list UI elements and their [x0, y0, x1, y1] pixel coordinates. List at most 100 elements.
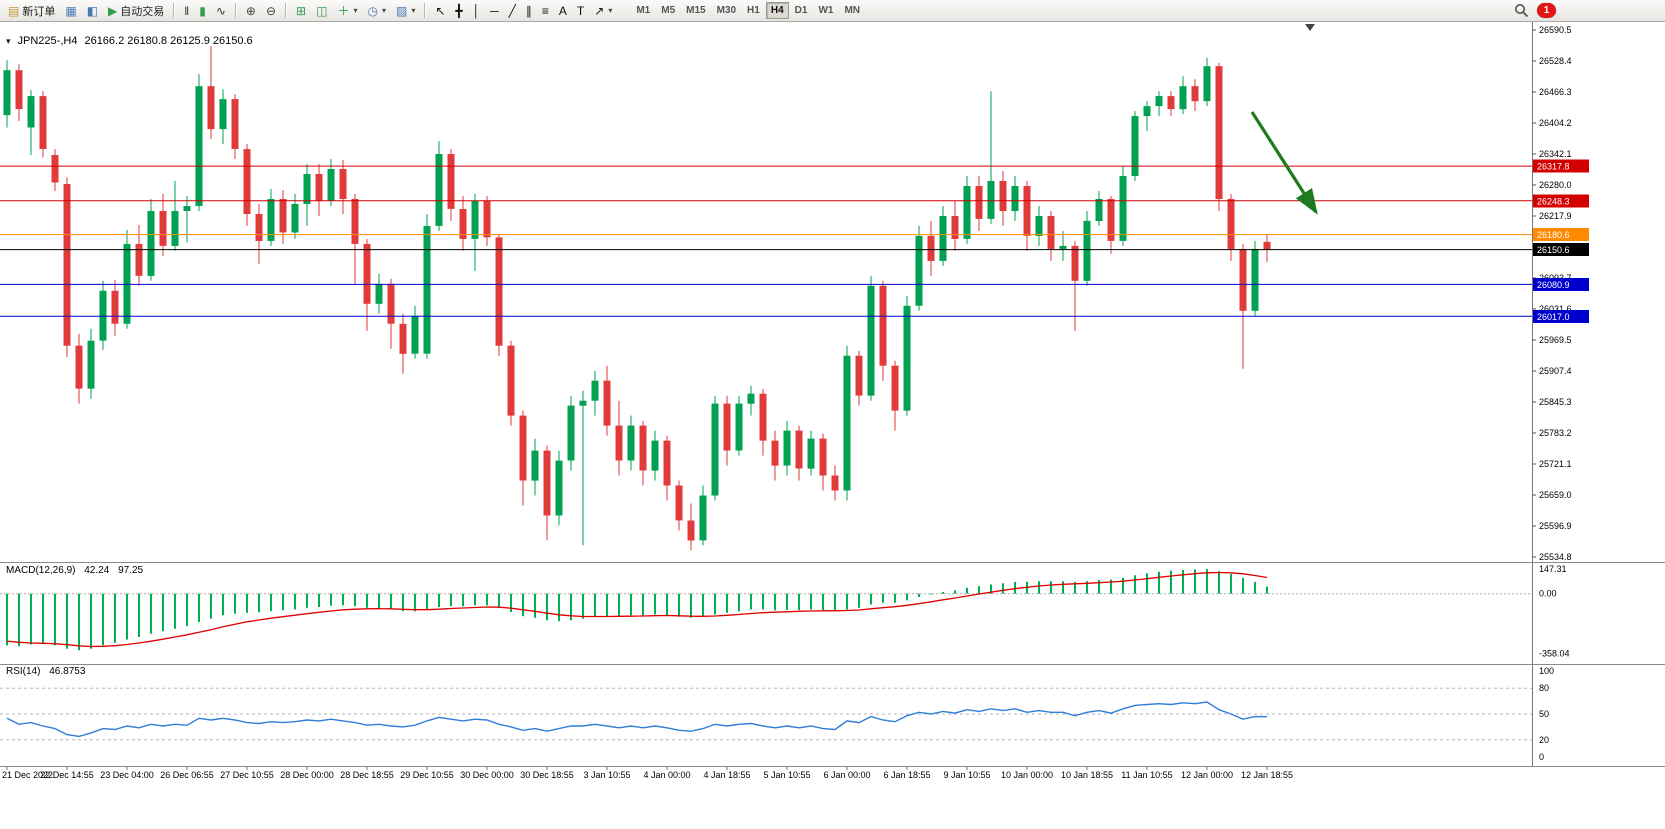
toolbar-right: 1 [1514, 3, 1556, 18]
cursor-button[interactable]: ↖ [430, 1, 450, 20]
timeframe-m30-button[interactable]: M30 [712, 2, 741, 19]
chart-canvas[interactable]: 26590.5 26528.4 26466.3 26404.2 26342.1 26280… [0, 22, 1665, 829]
svg-text:9 Jan 10:55: 9 Jan 10:55 [943, 770, 990, 780]
toolbar-separator [234, 3, 237, 18]
line-chart-button[interactable]: ∿ [211, 1, 231, 20]
autotrading-button-label: 自动交易 [120, 5, 165, 18]
svg-text:26404.2: 26404.2 [1539, 118, 1572, 128]
candlestick-chart-button[interactable]: ▮ [194, 1, 211, 20]
vertical-line-button[interactable]: │ [468, 1, 486, 20]
crosshair-icon: ╋ [455, 3, 463, 18]
new-order-button-label: 新订单 [22, 5, 56, 18]
zoom-in-button[interactable]: ⊕ [241, 1, 261, 20]
svg-text:26590.5: 26590.5 [1539, 25, 1572, 35]
svg-text:27 Dec 10:55: 27 Dec 10:55 [220, 770, 274, 780]
svg-text:29 Dec 10:55: 29 Dec 10:55 [400, 770, 454, 780]
rsi-panel: 100 80 50 20 0 [0, 666, 1554, 762]
market-watch-button[interactable]: ◧ [82, 1, 103, 20]
trendline-button[interactable]: ╱ [504, 1, 521, 20]
svg-text:26031.6: 26031.6 [1539, 304, 1572, 314]
zoom-out-button[interactable]: ⊖ [261, 1, 281, 20]
svg-text:28 Dec 00:00: 28 Dec 00:00 [280, 770, 334, 780]
svg-text:28 Dec 18:55: 28 Dec 18:55 [340, 770, 394, 780]
add-indicator-button[interactable]: ＋ ▾ [332, 1, 362, 20]
channel-button[interactable]: ∥ [521, 1, 537, 20]
autotrading-icon: ▶ [108, 3, 118, 18]
svg-text:-358.04: -358.04 [1539, 648, 1570, 658]
chart-window-icon: ▦ [65, 3, 77, 18]
rsi-label: RSI(14) 46.8753 [6, 666, 91, 677]
channel-icon: ∥ [525, 3, 532, 18]
bar-chart-button[interactable]: ‖ [179, 1, 194, 20]
market-watch-icon: ◧ [86, 3, 99, 18]
toolbar: ▤ 新订单 ▦ ◧ ▶ 自动交易 ‖ ▮ ∿ ⊕ ⊖ ⊞ ◫ ＋ ▾ ◷ ▾ ▨ ▾ ↖ ╋ │ ─ ╱ ∥ ≡ A T ↗ ▾ M1 M5… [0, 0, 1665, 22]
chart-title: ▾ JPN225-,H4 26166.2 26180.8 26125.9 261… [6, 35, 253, 47]
chart-symbol-period: JPN225-,H4 [17, 35, 78, 47]
timeframe-m1-button[interactable]: M1 [631, 2, 655, 19]
svg-text:25907.4: 25907.4 [1539, 366, 1572, 376]
svg-text:26466.3: 26466.3 [1539, 87, 1572, 97]
template-button[interactable]: ▨ ▾ [391, 1, 420, 20]
timeframe-m5-button[interactable]: M5 [656, 2, 680, 19]
autotrading-button[interactable]: ▶ 自动交易 [103, 1, 169, 20]
svg-text:0: 0 [1539, 752, 1544, 762]
timeframe-h1-button[interactable]: H1 [742, 2, 765, 19]
svg-text:26 Dec 06:55: 26 Dec 06:55 [160, 770, 214, 780]
text-icon: A [558, 3, 567, 18]
svg-text:10 Jan 00:00: 10 Jan 00:00 [1001, 770, 1053, 780]
cascade-windows-button[interactable]: ◫ [311, 1, 332, 20]
tile-windows-button[interactable]: ⊞ [291, 1, 311, 20]
svg-text:25596.9: 25596.9 [1539, 521, 1572, 531]
timeframe-m15-button[interactable]: M15 [681, 2, 710, 19]
toolbar-groups: ▤ 新订单 ▦ ◧ ▶ 自动交易 ‖ ▮ ∿ ⊕ ⊖ ⊞ ◫ ＋ ▾ ◷ ▾ ▨ ▾ ↖ ╋ │ ─ ╱ ∥ ≡ A T ↗ ▾ [3, 1, 617, 20]
macd-name: MACD(12,26,9) [6, 565, 76, 576]
svg-text:6 Jan 18:55: 6 Jan 18:55 [883, 770, 930, 780]
svg-text:25659.0: 25659.0 [1539, 490, 1572, 500]
label-button[interactable]: T [572, 1, 589, 20]
svg-text:26080.9: 26080.9 [1537, 280, 1570, 290]
timeframe-mn-button[interactable]: MN [839, 2, 865, 19]
svg-text:25969.5: 25969.5 [1539, 335, 1572, 345]
chart-window-button[interactable]: ▦ [60, 1, 81, 20]
zoom-in-icon: ⊕ [245, 3, 256, 18]
add-indicator-icon: ＋ [337, 3, 350, 18]
zoom-out-icon: ⊖ [265, 3, 277, 18]
clock-icon: ◷ [367, 3, 378, 18]
cursor-icon: ↖ [435, 3, 446, 18]
svg-text:30 Dec 18:55: 30 Dec 18:55 [520, 770, 574, 780]
svg-text:6 Jan 00:00: 6 Jan 00:00 [823, 770, 870, 780]
timeframe-h4-button[interactable]: H4 [765, 2, 789, 19]
svg-text:21 Dec 2022: 21 Dec 2022 [2, 770, 53, 780]
horizontal-line-button[interactable]: ─ [485, 1, 504, 20]
panel-separators[interactable] [0, 562, 1665, 767]
macd-main-value: 42.24 [84, 565, 110, 576]
svg-text:4 Jan 18:55: 4 Jan 18:55 [703, 770, 750, 780]
svg-text:26017.0: 26017.0 [1537, 312, 1570, 322]
rsi-name: RSI(14) [6, 666, 41, 677]
dropdown-caret-icon: ▾ [381, 6, 386, 15]
svg-text:10 Jan 18:55: 10 Jan 18:55 [1061, 770, 1113, 780]
arrow-annotation[interactable] [1250, 111, 1318, 215]
svg-text:12 Jan 00:00: 12 Jan 00:00 [1181, 770, 1233, 780]
new-order-button[interactable]: ▤ 新订单 [3, 1, 60, 20]
chart-shift-marker-icon[interactable] [1305, 24, 1315, 31]
svg-text:26528.4: 26528.4 [1539, 56, 1572, 66]
crosshair-button[interactable]: ╋ [450, 1, 467, 20]
text-button[interactable]: A [554, 1, 572, 20]
period-button[interactable]: ◷ ▾ [362, 1, 391, 20]
notification-badge[interactable]: 1 [1537, 3, 1556, 18]
timeframe-d1-button[interactable]: D1 [790, 2, 813, 19]
hlines-layer[interactable] [0, 165, 1532, 317]
price-axis[interactable]: 26590.5 26528.4 26466.3 26404.2 26342.1 26280… [1532, 22, 1589, 766]
tile-windows-icon: ⊞ [296, 3, 307, 18]
svg-text:22 Dec 14:55: 22 Dec 14:55 [40, 770, 94, 780]
svg-text:26248.3: 26248.3 [1537, 196, 1570, 206]
chart-collapse-icon[interactable]: ▾ [6, 35, 11, 46]
macd-panel: 147.31 0.00 -358.04 [0, 564, 1570, 658]
fibonacci-button[interactable]: ≡ [537, 1, 554, 20]
arrows-button[interactable]: ↗ ▾ [589, 1, 617, 20]
macd-signal-value: 97.25 [118, 565, 144, 576]
search-button[interactable] [1514, 3, 1529, 18]
timeframe-w1-button[interactable]: W1 [813, 2, 838, 19]
